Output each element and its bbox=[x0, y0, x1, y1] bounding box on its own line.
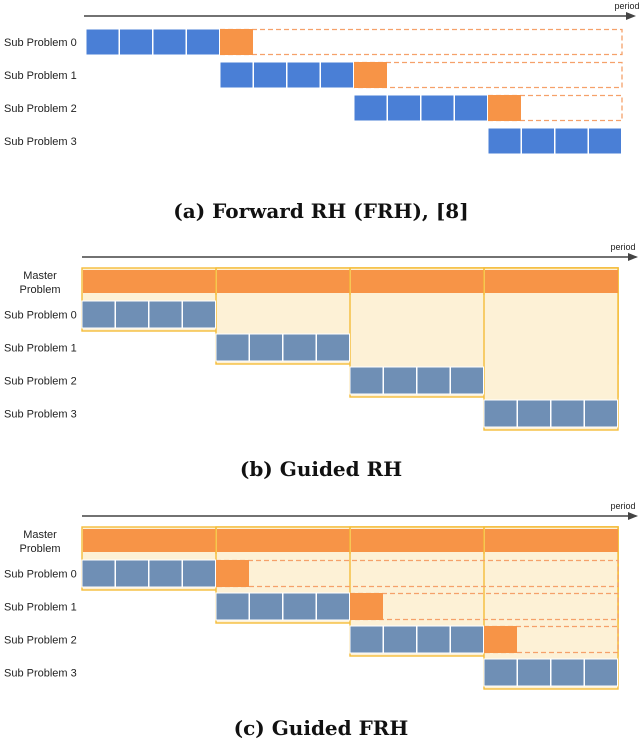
period-axis-label: period bbox=[610, 242, 635, 252]
period-axis-arrowhead bbox=[626, 12, 636, 20]
sub-problem-2-period-1 bbox=[383, 366, 417, 395]
sub-problem-3-period-3 bbox=[584, 399, 618, 428]
sub-problem-2-period-2 bbox=[420, 94, 455, 122]
sub-problem-2-period-3 bbox=[450, 625, 484, 654]
period-axis-label: period bbox=[614, 1, 639, 11]
sub-problem-label-0: Sub Problem 0 bbox=[4, 310, 77, 322]
sub-problem-0-period-2 bbox=[148, 300, 183, 329]
sub-problem-3-period-0 bbox=[483, 658, 518, 687]
lookahead-window-1 bbox=[349, 592, 619, 621]
figure-caption-a: (a) Forward RH (FRH), [8] bbox=[173, 199, 468, 223]
master-problem-segment-0 bbox=[83, 270, 216, 293]
master-problem-label-line: Problem bbox=[20, 543, 61, 555]
sub-problem-label-1: Sub Problem 1 bbox=[4, 70, 77, 82]
sub-problem-0-period-1 bbox=[119, 28, 153, 56]
master-problem-segment-2 bbox=[351, 529, 484, 552]
sub-problem-1-period-0 bbox=[219, 61, 254, 89]
sub-problem-2-period-1 bbox=[383, 625, 417, 654]
figure-b: period Master Problem Sub Problem 0 Sub Prob… bbox=[4, 242, 638, 481]
period-axis-arrowhead bbox=[628, 253, 638, 261]
sub-problem-0-period-0 bbox=[85, 28, 120, 56]
master-problem-label-line: Master bbox=[23, 529, 57, 541]
overlap-period-2 bbox=[488, 95, 521, 121]
sub-problem-1-period-3 bbox=[320, 61, 354, 89]
master-problem-segment-1 bbox=[217, 270, 350, 293]
sub-problem-2-period-0 bbox=[353, 94, 388, 122]
master-problem-label-line: Master bbox=[23, 270, 57, 282]
sub-problem-2-period-1 bbox=[387, 94, 421, 122]
sub-problem-3-period-2 bbox=[550, 658, 585, 687]
sub-problem-label-3: Sub Problem 3 bbox=[4, 668, 77, 680]
master-problem-segment-2 bbox=[351, 270, 484, 293]
sub-problem-1-period-2 bbox=[286, 61, 321, 89]
sub-problem-2-period-0 bbox=[349, 625, 384, 654]
sub-problem-3-period-0 bbox=[487, 127, 522, 155]
sub-problem-label-3: Sub Problem 3 bbox=[4, 136, 77, 148]
sub-problem-1-period-1 bbox=[253, 61, 287, 89]
sub-problem-label-2: Sub Problem 2 bbox=[4, 635, 77, 647]
sub-problem-0-period-0 bbox=[81, 300, 116, 329]
sub-problem-1-period-3 bbox=[316, 333, 350, 362]
master-problem-segment-3 bbox=[485, 270, 618, 293]
sub-problem-3-period-2 bbox=[554, 127, 589, 155]
sub-problem-0-period-3 bbox=[182, 559, 216, 588]
sub-problem-3-period-3 bbox=[588, 127, 622, 155]
sub-problem-label-2: Sub Problem 2 bbox=[4, 103, 77, 115]
sub-problem-3-period-0 bbox=[483, 399, 518, 428]
master-problem-label: Master Problem bbox=[20, 270, 61, 296]
sub-problem-label-0: Sub Problem 0 bbox=[4, 569, 77, 581]
master-problem-label-line: Problem bbox=[20, 284, 61, 296]
sub-problem-label-0: Sub Problem 0 bbox=[4, 37, 77, 49]
overlap-period-2 bbox=[484, 626, 517, 653]
sub-problem-1-period-0 bbox=[215, 592, 250, 621]
sub-problem-label-1: Sub Problem 1 bbox=[4, 343, 77, 355]
sub-problem-1-period-1 bbox=[249, 333, 283, 362]
sub-problem-0-period-3 bbox=[182, 300, 216, 329]
sub-problem-0-period-1 bbox=[115, 300, 149, 329]
overlap-period-0 bbox=[220, 29, 253, 55]
sub-problem-0-period-0 bbox=[81, 559, 116, 588]
period-axis-arrowhead bbox=[628, 512, 638, 520]
period-axis-label: period bbox=[610, 501, 635, 511]
sub-problem-3-period-1 bbox=[517, 399, 551, 428]
overlap-period-0 bbox=[216, 560, 249, 587]
sub-problem-3-period-3 bbox=[584, 658, 618, 687]
sub-problem-3-period-1 bbox=[521, 127, 555, 155]
sub-problem-2-period-3 bbox=[454, 94, 488, 122]
sub-problem-0-period-1 bbox=[115, 559, 149, 588]
figure-a: period Sub Problem 0 Sub Problem 1 Sub Prob… bbox=[4, 1, 640, 223]
sub-problem-3-period-1 bbox=[517, 658, 551, 687]
sub-problem-3-period-2 bbox=[550, 399, 585, 428]
lookahead-window-0 bbox=[219, 28, 623, 56]
master-problem-segment-3 bbox=[485, 529, 618, 552]
sub-problem-0-period-2 bbox=[152, 28, 187, 56]
master-problem-segment-1 bbox=[217, 529, 350, 552]
figure-c: period Master Problem Sub Problem 0 Sub Prob… bbox=[4, 501, 638, 740]
sub-problem-0-period-2 bbox=[148, 559, 183, 588]
lookahead-window-1 bbox=[353, 61, 623, 89]
overlap-period-1 bbox=[350, 593, 383, 620]
sub-problem-1-period-2 bbox=[282, 333, 317, 362]
sub-problem-1-period-0 bbox=[215, 333, 250, 362]
figure-caption-b: (b) Guided RH bbox=[240, 457, 402, 481]
sub-problem-2-period-0 bbox=[349, 366, 384, 395]
master-problem-label: Master Problem bbox=[20, 529, 61, 555]
sub-problem-label-3: Sub Problem 3 bbox=[4, 409, 77, 421]
figure-caption-c: (c) Guided FRH bbox=[234, 716, 409, 740]
sub-problem-1-period-2 bbox=[282, 592, 317, 621]
sub-problem-1-period-1 bbox=[249, 592, 283, 621]
sub-problem-2-period-3 bbox=[450, 366, 484, 395]
overlap-period-1 bbox=[354, 62, 387, 88]
sub-problem-2-period-2 bbox=[416, 366, 451, 395]
sub-problem-1-period-3 bbox=[316, 592, 350, 621]
sub-problem-label-1: Sub Problem 1 bbox=[4, 602, 77, 614]
sub-problem-label-2: Sub Problem 2 bbox=[4, 376, 77, 388]
sub-problem-0-period-3 bbox=[186, 28, 220, 56]
sub-problem-2-period-2 bbox=[416, 625, 451, 654]
master-problem-segment-0 bbox=[83, 529, 216, 552]
